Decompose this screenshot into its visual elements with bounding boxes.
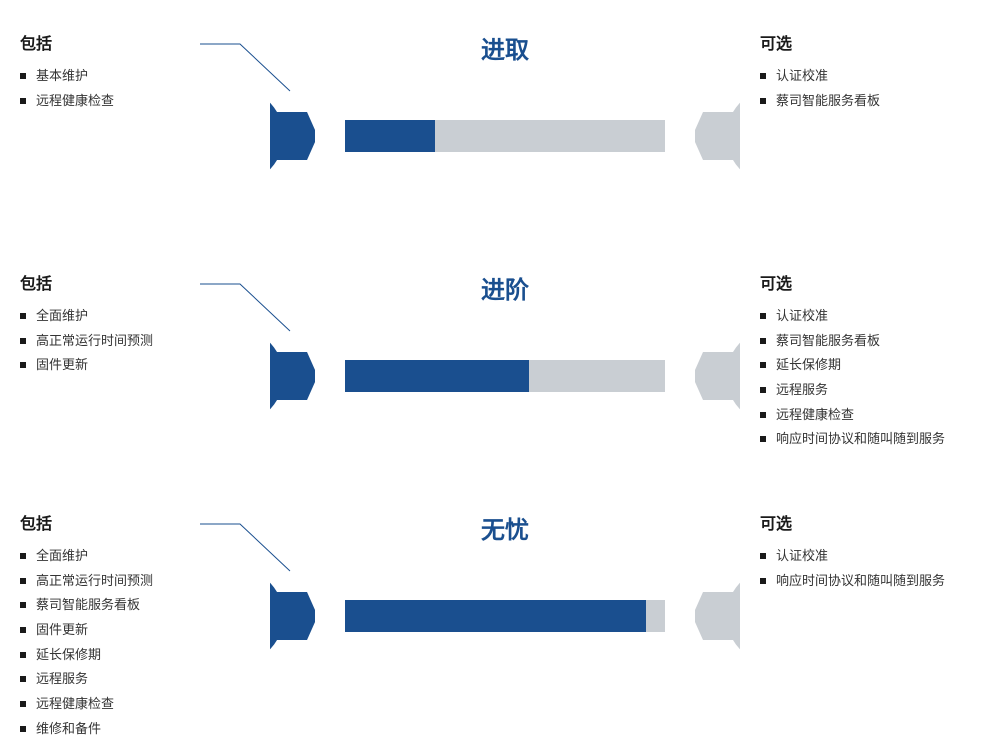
list-item: 远程健康检查 bbox=[20, 89, 270, 114]
list-item: 认证校准 bbox=[760, 544, 990, 569]
list-item: 固件更新 bbox=[20, 353, 270, 378]
optional-list: 认证校准响应时间协议和随叫随到服务 bbox=[760, 544, 990, 593]
list-item: 认证校准 bbox=[760, 304, 990, 329]
list-item: 远程健康检查 bbox=[20, 692, 270, 717]
list-item: 响应时间协议和随叫随到服务 bbox=[760, 569, 990, 594]
tier-advanced: 包括全面维护高正常运行时间预测固件更新进阶 可选认证校准蔡司智能服务看板延长保修… bbox=[20, 270, 971, 470]
list-item: 延长保修期 bbox=[20, 643, 270, 668]
optional-column: 可选认证校准响应时间协议和随叫随到服务 bbox=[740, 510, 990, 593]
list-item: 蔡司智能服务看板 bbox=[760, 89, 990, 114]
list-item: 全面维护 bbox=[20, 544, 270, 569]
list-item: 远程健康检查 bbox=[760, 403, 990, 428]
wrench-icon bbox=[270, 551, 740, 681]
wrench-icon bbox=[270, 71, 740, 201]
optional-list: 认证校准蔡司智能服务看板延长保修期远程服务远程健康检查响应时间协议和随叫随到服务 bbox=[760, 304, 990, 452]
included-list: 全面维护高正常运行时间预测固件更新 bbox=[20, 304, 270, 378]
included-heading: 包括 bbox=[20, 30, 270, 54]
list-item: 高正常运行时间预测 bbox=[20, 569, 270, 594]
tier-title: 进阶 bbox=[270, 270, 740, 305]
optional-heading: 可选 bbox=[760, 510, 990, 534]
included-list: 基本维护远程健康检查 bbox=[20, 64, 270, 113]
optional-heading: 可选 bbox=[760, 30, 990, 54]
included-column: 包括全面维护高正常运行时间预测蔡司智能服务看板固件更新延长保修期远程服务远程健康… bbox=[20, 510, 270, 742]
list-item: 认证校准 bbox=[760, 64, 990, 89]
wrench-column: 无忧 bbox=[270, 510, 740, 681]
wrench-column: 进取 bbox=[270, 30, 740, 201]
tier-title: 无忧 bbox=[270, 510, 740, 545]
wrench-icon bbox=[270, 311, 740, 441]
optional-heading: 可选 bbox=[760, 270, 990, 294]
list-item: 全面维护 bbox=[20, 304, 270, 329]
list-item: 蔡司智能服务看板 bbox=[20, 593, 270, 618]
list-item: 蔡司智能服务看板 bbox=[760, 329, 990, 354]
tier-entry: 包括基本维护远程健康检查进取 可选认证校准蔡司智能服务看板 bbox=[20, 30, 971, 230]
list-item: 维修和备件 bbox=[20, 717, 270, 742]
list-item: 远程服务 bbox=[20, 667, 270, 692]
included-heading: 包括 bbox=[20, 270, 270, 294]
list-item: 响应时间协议和随叫随到服务 bbox=[760, 427, 990, 452]
included-column: 包括基本维护远程健康检查 bbox=[20, 30, 270, 113]
included-list: 全面维护高正常运行时间预测蔡司智能服务看板固件更新延长保修期远程服务远程健康检查… bbox=[20, 544, 270, 742]
optional-column: 可选认证校准蔡司智能服务看板 bbox=[740, 30, 990, 113]
optional-column: 可选认证校准蔡司智能服务看板延长保修期远程服务远程健康检查响应时间协议和随叫随到… bbox=[740, 270, 990, 452]
list-item: 固件更新 bbox=[20, 618, 270, 643]
optional-list: 认证校准蔡司智能服务看板 bbox=[760, 64, 990, 113]
list-item: 延长保修期 bbox=[760, 353, 990, 378]
list-item: 基本维护 bbox=[20, 64, 270, 89]
wrench-column: 进阶 bbox=[270, 270, 740, 441]
included-column: 包括全面维护高正常运行时间预测固件更新 bbox=[20, 270, 270, 378]
tier-worryfree: 包括全面维护高正常运行时间预测蔡司智能服务看板固件更新延长保修期远程服务远程健康… bbox=[20, 510, 971, 710]
included-heading: 包括 bbox=[20, 510, 270, 534]
list-item: 高正常运行时间预测 bbox=[20, 329, 270, 354]
list-item: 远程服务 bbox=[760, 378, 990, 403]
tier-title: 进取 bbox=[270, 30, 740, 65]
